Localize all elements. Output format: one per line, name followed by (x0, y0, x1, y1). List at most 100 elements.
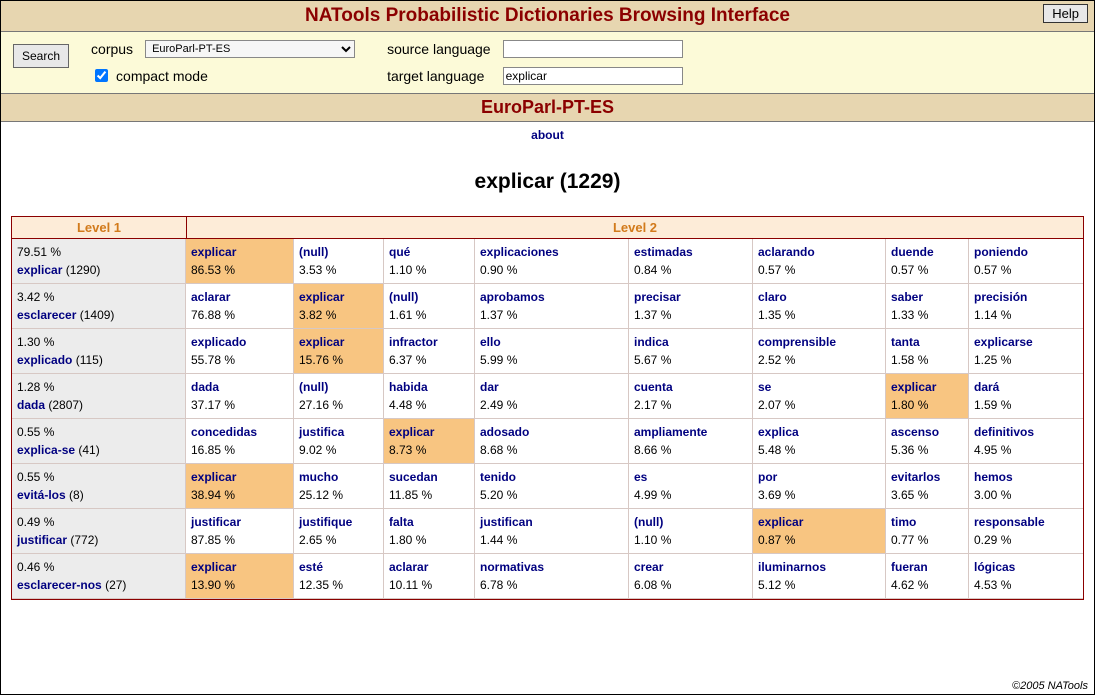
level2-word[interactable]: responsable (974, 513, 1078, 531)
level2-word[interactable]: timo (891, 513, 963, 531)
level2-pct: 2.07 % (758, 396, 880, 414)
level2-pct: 8.73 % (389, 441, 469, 459)
corpus-select[interactable]: EuroParl-PT-ES (145, 40, 355, 58)
level2-word[interactable]: ampliamente (634, 423, 747, 441)
source-lang-input[interactable] (503, 40, 683, 58)
level2-word[interactable]: por (758, 468, 880, 486)
level2-word[interactable]: poniendo (974, 243, 1078, 261)
level2-word[interactable]: mucho (299, 468, 378, 486)
level2-cell: estimadas0.84 % (629, 239, 753, 284)
level2-word[interactable]: aclarar (389, 558, 469, 576)
level2-word[interactable]: justifique (299, 513, 378, 531)
level2-word[interactable]: definitivos (974, 423, 1078, 441)
level2-word[interactable]: iluminarnos (758, 558, 880, 576)
search-panel: Search corpus EuroParl-PT-ES source lang… (1, 32, 1094, 94)
level2-pct: 11.85 % (389, 486, 469, 504)
level2-word[interactable]: indica (634, 333, 747, 351)
level2-word[interactable]: explicar (389, 423, 469, 441)
search-button[interactable]: Search (13, 44, 69, 68)
level2-word[interactable]: dará (974, 378, 1078, 396)
level2-word[interactable]: explicar (891, 378, 963, 396)
level1-word[interactable]: explica-se (17, 443, 75, 457)
level2-pct: 2.52 % (758, 351, 880, 369)
level2-word[interactable]: tanta (891, 333, 963, 351)
level2-pct: 4.95 % (974, 441, 1078, 459)
level1-word[interactable]: evitá-los (17, 488, 66, 502)
level2-word[interactable]: aclarar (191, 288, 288, 306)
level2-word[interactable]: concedidas (191, 423, 288, 441)
level2-word[interactable]: explica (758, 423, 880, 441)
level2-word[interactable]: aprobamos (480, 288, 623, 306)
level2-word[interactable]: tenido (480, 468, 623, 486)
level2-word[interactable]: se (758, 378, 880, 396)
level2-word[interactable]: dada (191, 378, 288, 396)
level2-word[interactable]: explicar (758, 513, 880, 531)
level2-word[interactable]: cuenta (634, 378, 747, 396)
level2-word[interactable]: justifica (299, 423, 378, 441)
level2-word[interactable]: es (634, 468, 747, 486)
level2-word[interactable]: esté (299, 558, 378, 576)
level1-word[interactable]: explicar (17, 263, 62, 277)
level2-word[interactable]: comprensible (758, 333, 880, 351)
level2-pct: 0.77 % (891, 531, 963, 549)
level2-word[interactable]: explicaciones (480, 243, 623, 261)
level2-word[interactable]: qué (389, 243, 469, 261)
level1-word[interactable]: esclarecer-nos (17, 578, 102, 592)
level2-cell: explicar13.90 % (186, 554, 294, 599)
level2-word[interactable]: claro (758, 288, 880, 306)
level2-pct: 1.58 % (891, 351, 963, 369)
level2-word[interactable]: duende (891, 243, 963, 261)
level2-word[interactable]: hemos (974, 468, 1078, 486)
level2-word[interactable]: ello (480, 333, 623, 351)
target-lang-input[interactable] (503, 67, 683, 85)
level1-word[interactable]: dada (17, 398, 45, 412)
level2-word[interactable]: justificar (191, 513, 288, 531)
level2-word[interactable]: aclarando (758, 243, 880, 261)
level2-word[interactable]: explicar (191, 558, 288, 576)
help-button[interactable]: Help (1043, 4, 1088, 23)
level2-word[interactable]: crear (634, 558, 747, 576)
level2-word[interactable]: explicar (191, 243, 288, 261)
level2-word[interactable]: explicar (191, 468, 288, 486)
level2-cell: dada37.17 % (186, 374, 294, 419)
level2-word[interactable]: precisar (634, 288, 747, 306)
level2-pct: 2.17 % (634, 396, 747, 414)
level2-pct: 2.65 % (299, 531, 378, 549)
level2-word[interactable]: ascenso (891, 423, 963, 441)
level2-pct: 6.78 % (480, 576, 623, 594)
level2-word[interactable]: habida (389, 378, 469, 396)
level1-count: (2807) (45, 398, 83, 412)
level2-word[interactable]: saber (891, 288, 963, 306)
level2-word[interactable]: evitarlos (891, 468, 963, 486)
level1-word[interactable]: justificar (17, 533, 67, 547)
level2-pct: 37.17 % (191, 396, 288, 414)
level2-cell: esté12.35 % (294, 554, 384, 599)
compact-mode-checkbox[interactable] (95, 69, 108, 82)
about-link[interactable]: about (1, 122, 1094, 142)
level2-word[interactable]: estimadas (634, 243, 747, 261)
level2-word[interactable]: falta (389, 513, 469, 531)
level2-word[interactable]: explicado (191, 333, 288, 351)
level2-word[interactable]: (null) (634, 513, 747, 531)
level2-word[interactable]: (null) (389, 288, 469, 306)
level2-word[interactable]: sucedan (389, 468, 469, 486)
level2-word[interactable]: adosado (480, 423, 623, 441)
level2-word[interactable]: justifican (480, 513, 623, 531)
level2-word[interactable]: (null) (299, 378, 378, 396)
level2-word[interactable]: (null) (299, 243, 378, 261)
level1-word[interactable]: explicado (17, 353, 72, 367)
level2-word[interactable]: fueran (891, 558, 963, 576)
level1-word[interactable]: esclarecer (17, 308, 76, 322)
level2-cell: explicar8.73 % (384, 419, 475, 464)
level2-word[interactable]: infractor (389, 333, 469, 351)
level2-word[interactable]: explicarse (974, 333, 1078, 351)
level2-word[interactable]: dar (480, 378, 623, 396)
level2-word[interactable]: explicar (299, 333, 378, 351)
level2-word[interactable]: normativas (480, 558, 623, 576)
level2-cell: justifican1.44 % (475, 509, 629, 554)
level2-pct: 6.37 % (389, 351, 469, 369)
level2-word[interactable]: precisión (974, 288, 1078, 306)
level2-word[interactable]: lógicas (974, 558, 1078, 576)
level2-word[interactable]: explicar (299, 288, 378, 306)
level2-pct: 5.67 % (634, 351, 747, 369)
